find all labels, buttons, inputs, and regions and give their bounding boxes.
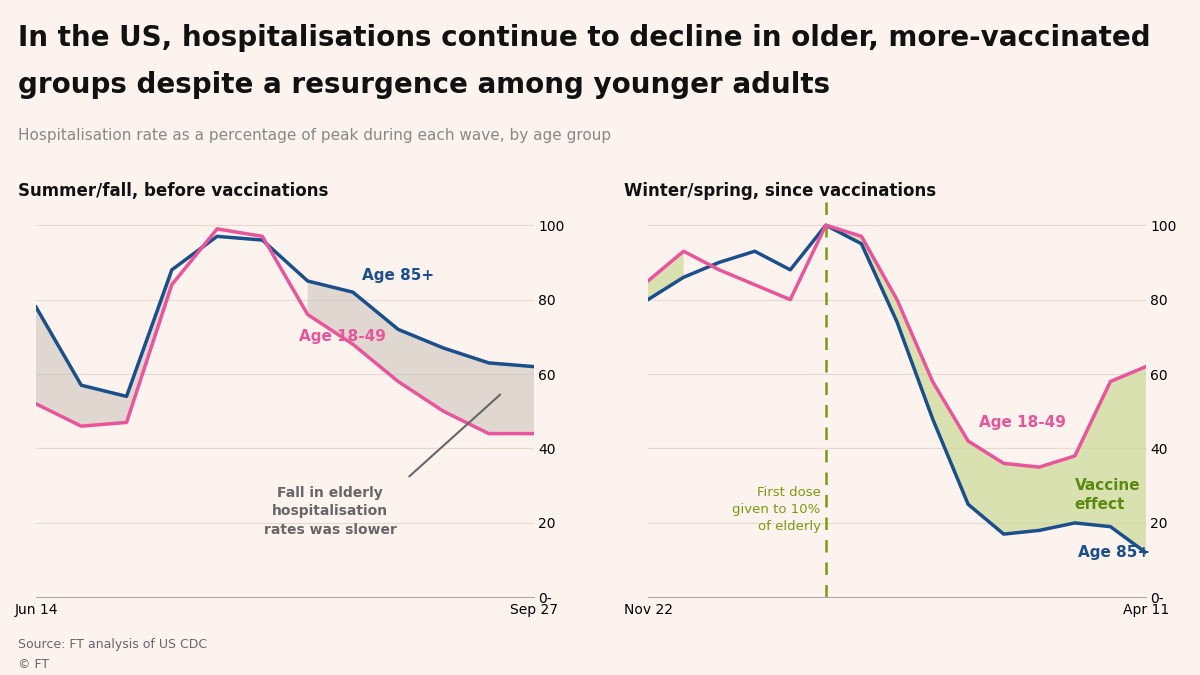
- Text: Age 18-49: Age 18-49: [299, 329, 385, 344]
- Text: Winter/spring, since vaccinations: Winter/spring, since vaccinations: [624, 182, 936, 200]
- Text: Age 18-49: Age 18-49: [979, 415, 1066, 430]
- Text: Vaccine
effect: Vaccine effect: [1075, 478, 1140, 512]
- Text: Age 85+: Age 85+: [1079, 545, 1151, 560]
- Text: Age 85+: Age 85+: [362, 268, 434, 283]
- Text: Summer/fall, before vaccinations: Summer/fall, before vaccinations: [18, 182, 329, 200]
- Text: In the US, hospitalisations continue to decline in older, more-vaccinated: In the US, hospitalisations continue to …: [18, 24, 1151, 51]
- Text: First dose
given to 10%
of elderly: First dose given to 10% of elderly: [732, 486, 821, 533]
- Text: © FT: © FT: [18, 658, 49, 671]
- Text: groups despite a resurgence among younger adults: groups despite a resurgence among younge…: [18, 71, 830, 99]
- Text: Hospitalisation rate as a percentage of peak during each wave, by age group: Hospitalisation rate as a percentage of …: [18, 128, 611, 143]
- Text: Fall in elderly
hospitalisation
rates was slower: Fall in elderly hospitalisation rates wa…: [264, 486, 397, 537]
- Text: Source: FT analysis of US CDC: Source: FT analysis of US CDC: [18, 638, 208, 651]
